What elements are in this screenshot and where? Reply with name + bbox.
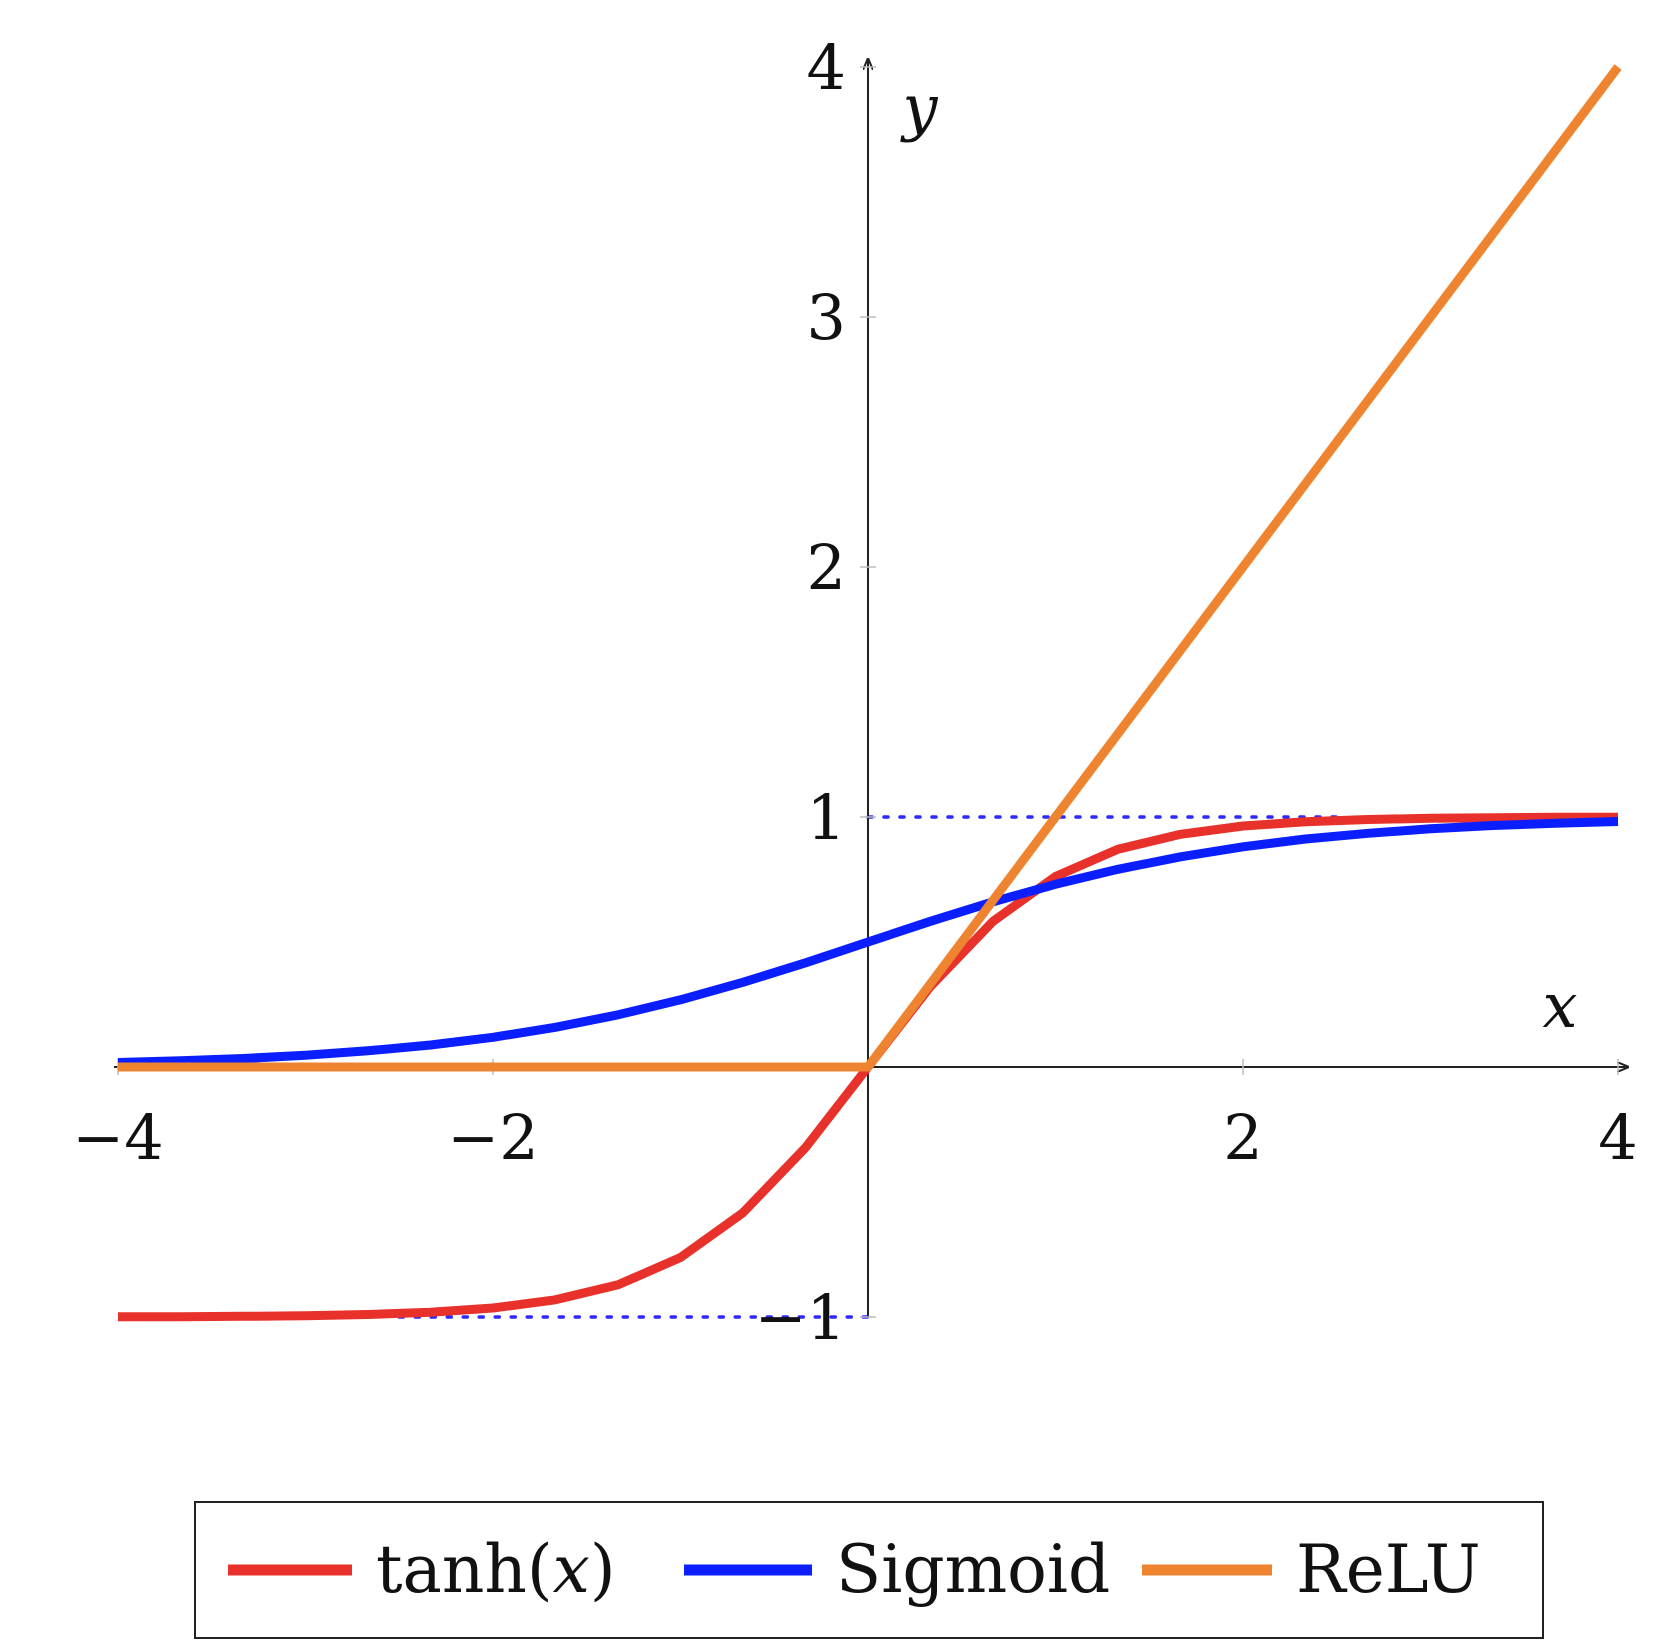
x-tick-label: −4	[72, 1101, 163, 1174]
legend-label: ReLU	[1296, 1531, 1481, 1608]
series-line-sigmoid	[117, 817, 1619, 1067]
legend-label: tanh(x)	[376, 1531, 616, 1608]
x-tick-label: 4	[1598, 1101, 1637, 1174]
legend-box	[194, 1501, 1544, 1639]
y-axis-label: y	[899, 71, 938, 144]
x-axis-label: x	[1543, 969, 1578, 1042]
legend-label: Sigmoid	[836, 1531, 1110, 1608]
x-tick-label: −2	[447, 1101, 538, 1174]
series-lines	[117, 64, 1622, 1322]
y-tick-label: 1	[807, 781, 846, 854]
y-tick-label: 4	[807, 31, 846, 104]
x-tick-label: 2	[1223, 1101, 1262, 1174]
legend: tanh(x) Sigmoid ReLU	[194, 1501, 1544, 1639]
y-tick-label: 3	[807, 281, 846, 354]
series-line-relu	[118, 64, 1622, 1072]
axes	[114, 59, 1628, 1318]
y-tick-label: −1	[755, 1281, 846, 1354]
y-tick-label: 2	[807, 531, 846, 604]
